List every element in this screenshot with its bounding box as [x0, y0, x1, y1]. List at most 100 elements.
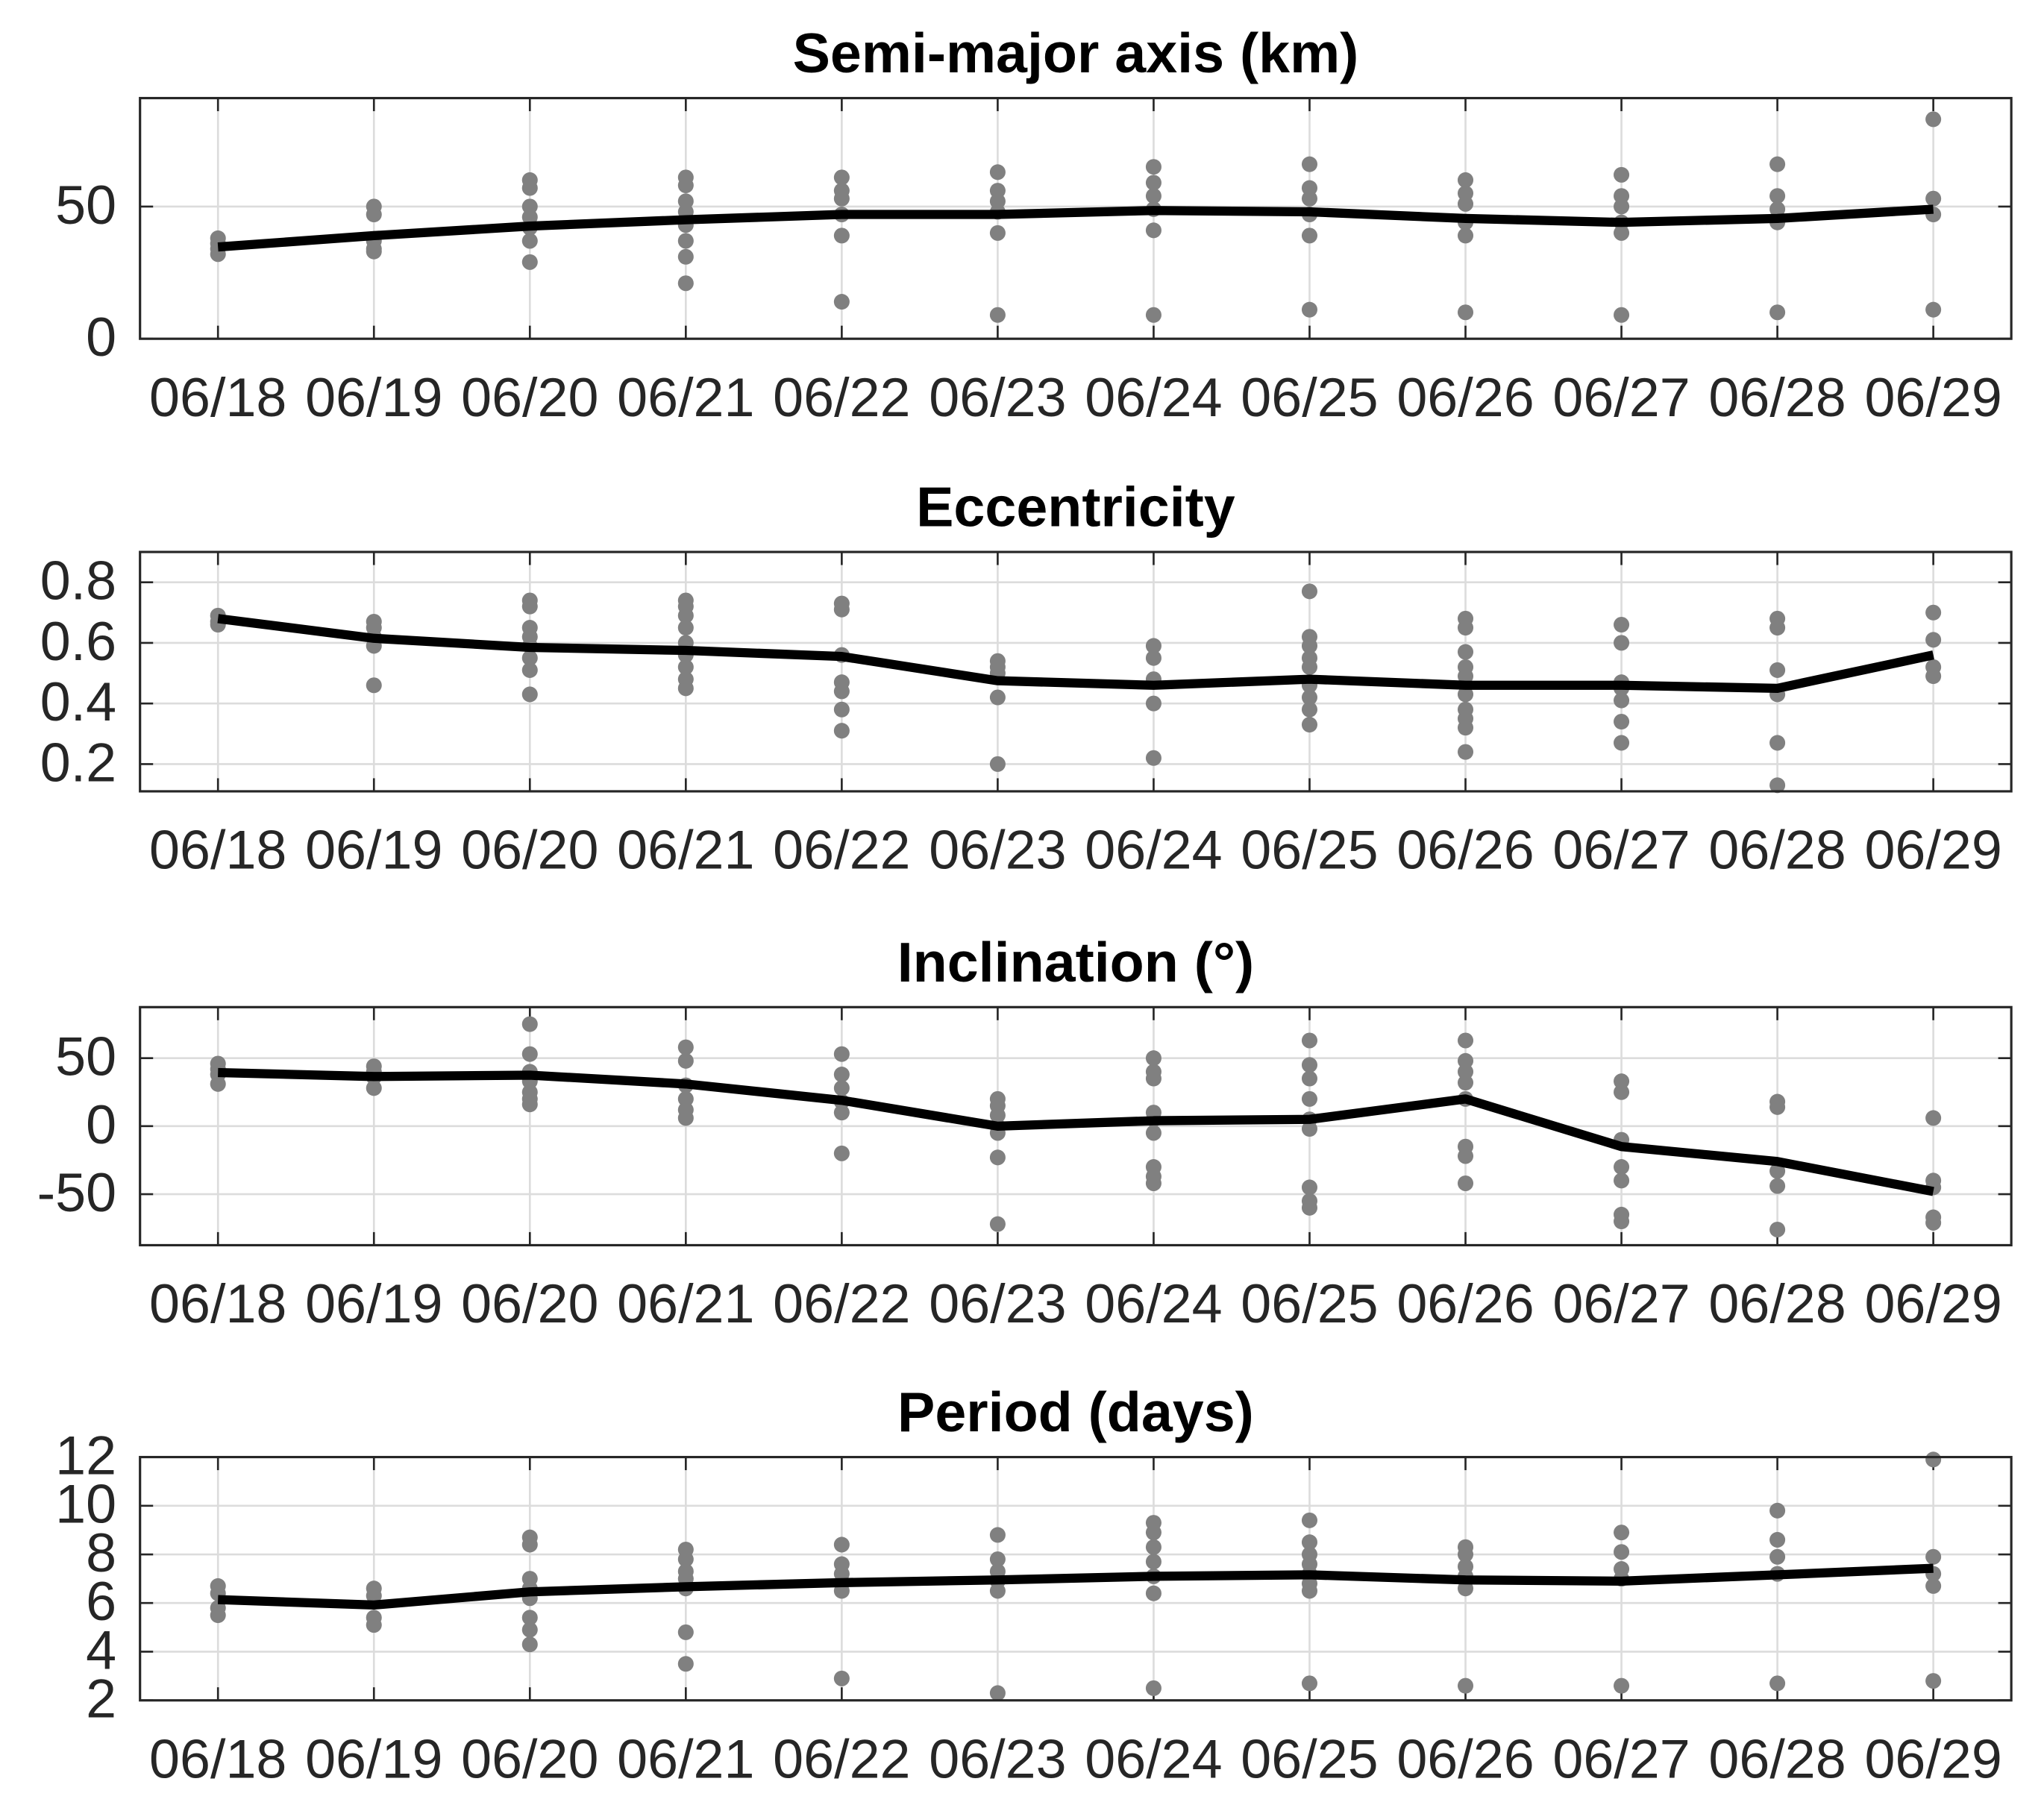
y-tick-label: 2	[86, 1668, 116, 1730]
sample-point	[521, 1046, 538, 1062]
sample-point	[1301, 1199, 1318, 1216]
y-tick-label: 50	[55, 174, 116, 236]
sample-point	[366, 1080, 382, 1096]
sample-point	[1301, 583, 1318, 600]
x-tick-label: 06/24	[1085, 819, 1222, 881]
sample-point	[1145, 1585, 1161, 1601]
x-tick-label: 06/28	[1708, 366, 1846, 428]
sample-point	[833, 701, 850, 718]
sample-point	[1457, 1546, 1474, 1563]
sample-point	[1301, 1057, 1318, 1073]
sample-point	[1614, 635, 1630, 651]
sample-point	[1457, 1148, 1474, 1164]
plot-frame	[139, 550, 2013, 793]
sample-point	[1925, 190, 1942, 207]
x-tick-label: 06/24	[1085, 1272, 1222, 1334]
y-tick-label: 12	[55, 1425, 116, 1487]
sample-point	[1301, 1070, 1318, 1087]
sample-point	[677, 1110, 694, 1126]
sample-point	[1457, 720, 1474, 736]
sample-point	[1301, 156, 1318, 172]
sample-point	[1614, 1525, 1630, 1541]
sample-point	[1769, 735, 1786, 751]
x-tick-label: 06/26	[1396, 1272, 1534, 1334]
sample-point	[1925, 632, 1942, 648]
sample-point	[1457, 1032, 1474, 1049]
x-tick-label: 06/25	[1241, 366, 1378, 428]
sample-point	[1457, 1064, 1474, 1080]
sample-point	[833, 1046, 850, 1062]
x-tick-label: 06/25	[1241, 1727, 1378, 1789]
sample-point	[1145, 1554, 1161, 1570]
sample-point	[1301, 1512, 1318, 1528]
sample-point	[521, 254, 538, 270]
sample-point	[521, 650, 538, 666]
sample-point	[1614, 735, 1630, 751]
sample-point	[1925, 301, 1942, 318]
mean-line	[217, 614, 1934, 693]
y-tick-label: 0	[86, 306, 116, 368]
sample-point	[1301, 1179, 1318, 1196]
x-tick-label: 06/29	[1864, 1727, 2001, 1789]
sample-point	[1457, 668, 1474, 685]
x-tick-label: 06/28	[1708, 819, 1846, 881]
chart-title: Eccentricity	[916, 476, 1235, 539]
sample-point	[1769, 1178, 1786, 1194]
sample-point	[989, 1149, 1006, 1166]
x-tick-label: 06/20	[461, 1727, 598, 1789]
sample-point	[1769, 188, 1786, 204]
x-tick-label: 06/29	[1864, 1272, 2001, 1334]
sample-point	[521, 1536, 538, 1553]
sample-point	[1145, 159, 1161, 175]
sample-point	[1301, 1120, 1318, 1137]
sample-point	[1769, 304, 1786, 321]
sample-point	[1301, 301, 1318, 318]
x-tick-label: 06/21	[617, 819, 754, 881]
sample-point	[1769, 1548, 1786, 1565]
sample-point	[1145, 1539, 1161, 1555]
y-tick-label: 4	[86, 1619, 116, 1680]
x-tick-label: 06/28	[1708, 1727, 1846, 1789]
mean-line	[217, 204, 1934, 252]
x-tick-label: 06/18	[149, 1272, 286, 1334]
sample-point	[1925, 1548, 1942, 1565]
sample-point	[521, 1016, 538, 1032]
x-tick-label: 06/21	[617, 1272, 754, 1334]
sample-point	[1614, 1159, 1630, 1175]
x-tick-label: 06/19	[305, 1727, 442, 1789]
sample-point	[989, 1685, 1006, 1701]
sample-point	[521, 598, 538, 615]
sample-point	[1145, 695, 1161, 712]
sample-point	[833, 723, 850, 739]
x-tick-label: 06/19	[305, 1272, 442, 1334]
sample-point	[1301, 1090, 1318, 1107]
chart-title: Period (days)	[897, 1381, 1254, 1443]
sample-point	[1614, 307, 1630, 323]
sample-point	[833, 1536, 850, 1553]
sample-point	[833, 1145, 850, 1161]
sample-point	[989, 756, 1006, 772]
y-tick-label: 8	[86, 1522, 116, 1583]
sample-point	[677, 620, 694, 636]
panel: Semi-major axis (km) 0 50 06/18 06/19 06/20 06…	[55, 22, 2013, 428]
sample-point	[1925, 1578, 1942, 1594]
x-tick-label: 06/18	[149, 366, 286, 428]
sample-point	[1769, 201, 1786, 217]
chart-title: Inclination (°)	[897, 931, 1254, 993]
sample-point	[1301, 717, 1318, 733]
sample-point	[1457, 1677, 1474, 1694]
x-tick-label: 06/25	[1241, 819, 1378, 881]
sample-point	[677, 1039, 694, 1055]
sample-point	[1457, 620, 1474, 636]
sample-point	[210, 1076, 226, 1092]
sample-point	[1614, 692, 1630, 709]
sample-point	[1145, 222, 1161, 239]
sample-point	[1457, 1074, 1474, 1091]
sample-point	[1614, 225, 1630, 241]
sample-point	[677, 233, 694, 249]
sample-point	[1925, 111, 1942, 128]
sample-point	[1301, 701, 1318, 718]
sample-point	[1925, 668, 1942, 685]
y-tick-label: 0.8	[40, 550, 116, 612]
